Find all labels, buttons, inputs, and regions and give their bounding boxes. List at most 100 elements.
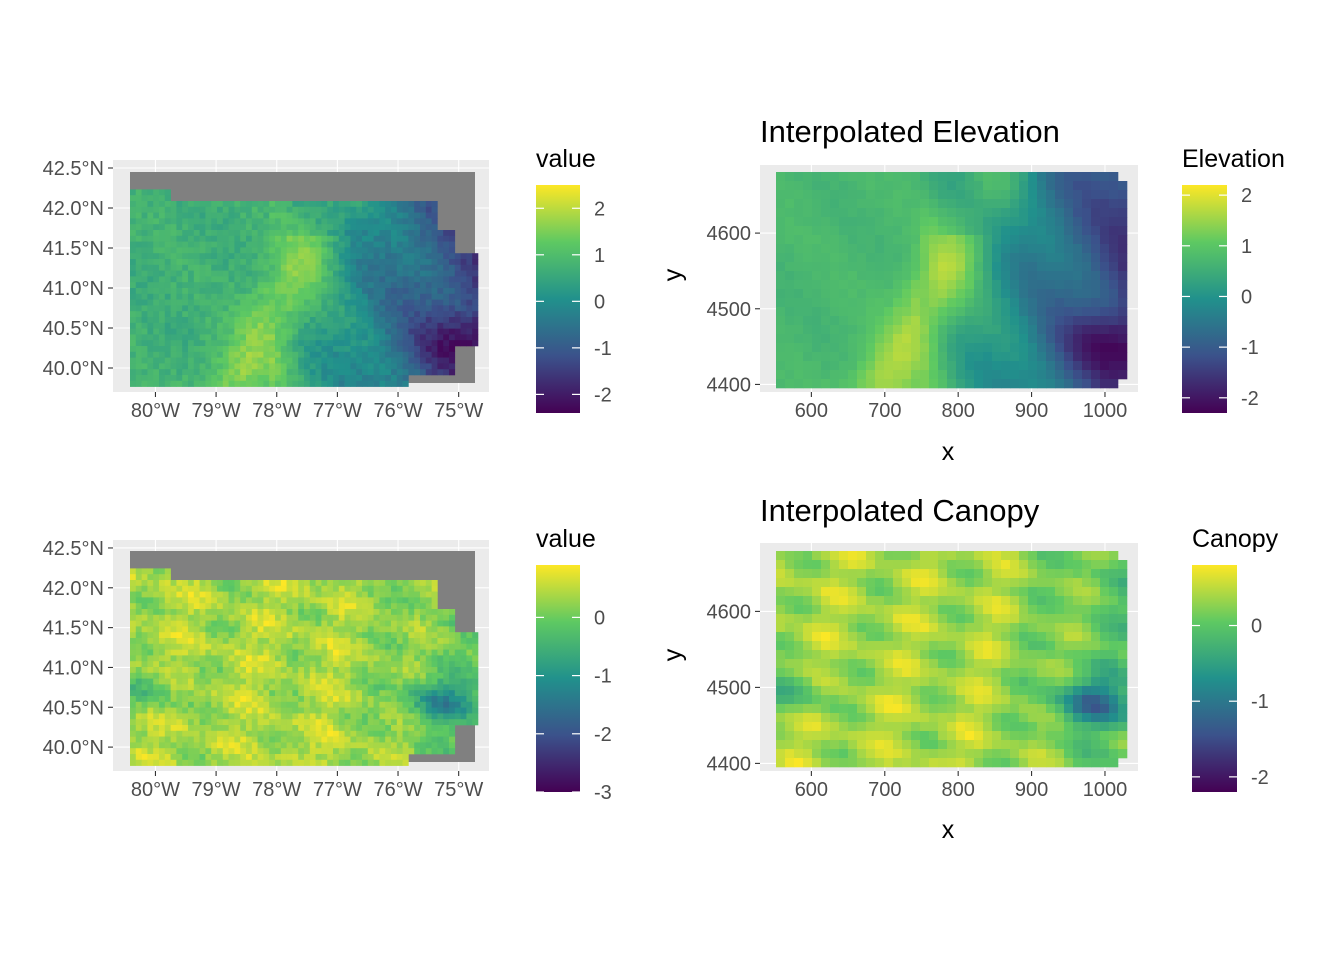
heatmap-cell [286, 736, 293, 743]
heatmap-cell [309, 678, 316, 685]
heatmap-cell [391, 288, 398, 295]
heatmap-cell [130, 218, 137, 225]
heatmap-cell [234, 380, 241, 387]
heatmap-cell [803, 370, 813, 380]
heatmap-cell [1046, 569, 1056, 579]
heatmap-cell [947, 379, 957, 389]
heatmap-cell [449, 661, 456, 668]
heatmap-cell [449, 288, 456, 295]
heatmap-cell [286, 701, 293, 708]
heatmap-cell [211, 736, 218, 743]
heatmap-cell [130, 259, 137, 266]
heatmap-cell [902, 316, 912, 326]
heatmap-cell [315, 375, 322, 382]
heatmap-cell [280, 340, 287, 347]
heatmap-cell [141, 340, 148, 347]
heatmap-cell [170, 288, 177, 295]
heatmap-cell [309, 224, 316, 231]
heatmap-cell [947, 190, 957, 200]
heatmap-cell [983, 379, 993, 389]
heatmap-cell [437, 736, 444, 743]
heatmap-cell [929, 352, 939, 362]
heatmap-cell [159, 736, 166, 743]
heatmap-cell [234, 224, 241, 231]
heatmap-cell [246, 742, 253, 749]
heatmap-cell [275, 253, 282, 260]
heatmap-cell [170, 375, 177, 382]
heatmap-cell [199, 299, 206, 306]
heatmap-cell [153, 754, 160, 761]
heatmap-cell [974, 172, 984, 182]
heatmap-cell [188, 667, 195, 674]
heatmap-cell [188, 317, 195, 324]
heatmap-cell [280, 380, 287, 387]
heatmap-cell [234, 684, 241, 691]
heatmap-cell [275, 661, 282, 668]
heatmap-cell [193, 742, 200, 749]
heatmap-cell [848, 217, 858, 227]
heatmap-cell [785, 208, 795, 218]
heatmap-cell [830, 190, 840, 200]
heatmap-cell [794, 199, 804, 209]
heatmap-cell [275, 603, 282, 610]
heatmap-cell [866, 244, 876, 254]
y-tick-label: 41.5°N [43, 238, 104, 260]
heatmap-cell [269, 643, 276, 650]
heatmap-cell [848, 235, 858, 245]
heatmap-cell [1091, 298, 1101, 308]
heatmap-cell [222, 270, 229, 277]
heatmap-cell [228, 597, 235, 604]
heatmap-cell [222, 754, 229, 761]
heatmap-cell [356, 707, 363, 714]
heatmap-cell [193, 690, 200, 697]
heatmap-cell [164, 678, 171, 685]
heatmap-cell [414, 736, 421, 743]
heatmap-cell [164, 282, 171, 289]
heatmap-cell [1028, 352, 1038, 362]
heatmap-cell [141, 305, 148, 312]
heatmap-cell [257, 282, 264, 289]
heatmap-cell [344, 305, 351, 312]
heatmap-cell [263, 690, 270, 697]
heatmap-cell [211, 218, 218, 225]
heatmap-cell [153, 678, 160, 685]
heatmap-cell [362, 684, 369, 691]
legend-tick-label: 0 [1241, 286, 1252, 308]
heatmap-cell [373, 322, 380, 329]
heatmap-cell [1010, 199, 1020, 209]
heatmap-cell [263, 730, 270, 737]
heatmap-cell [443, 293, 450, 300]
heatmap-cell [275, 748, 282, 755]
heatmap-cell [280, 351, 287, 358]
heatmap-cell [414, 305, 421, 312]
heatmap-cell [431, 667, 438, 674]
heatmap-cell [983, 370, 993, 380]
heatmap-cell [1082, 172, 1092, 182]
heatmap-cell [350, 713, 357, 720]
heatmap-cell [1055, 217, 1065, 227]
heatmap-cell [443, 351, 450, 358]
heatmap-cell [356, 293, 363, 300]
heatmap-cell [385, 661, 392, 668]
heatmap-cell [286, 620, 293, 627]
heatmap-cell [182, 235, 189, 242]
heatmap-cell [292, 603, 299, 610]
heatmap-cell [182, 299, 189, 306]
heatmap-cell [414, 328, 421, 335]
heatmap-cell [437, 730, 444, 737]
heatmap-cell [893, 316, 903, 326]
heatmap-cell [292, 253, 299, 260]
heatmap-cell [420, 369, 427, 376]
heatmap-cell [321, 299, 328, 306]
heatmap-cell [938, 172, 948, 182]
heatmap-cell [367, 725, 374, 732]
heatmap-cell [785, 190, 795, 200]
heatmap-cell [188, 632, 195, 639]
heatmap-cell [211, 661, 218, 668]
heatmap-cell [785, 596, 795, 606]
heatmap-cell [1064, 262, 1074, 272]
heatmap-cell [373, 759, 380, 766]
heatmap-cell [327, 375, 334, 382]
heatmap-cell [327, 707, 334, 714]
heatmap-cell [182, 684, 189, 691]
